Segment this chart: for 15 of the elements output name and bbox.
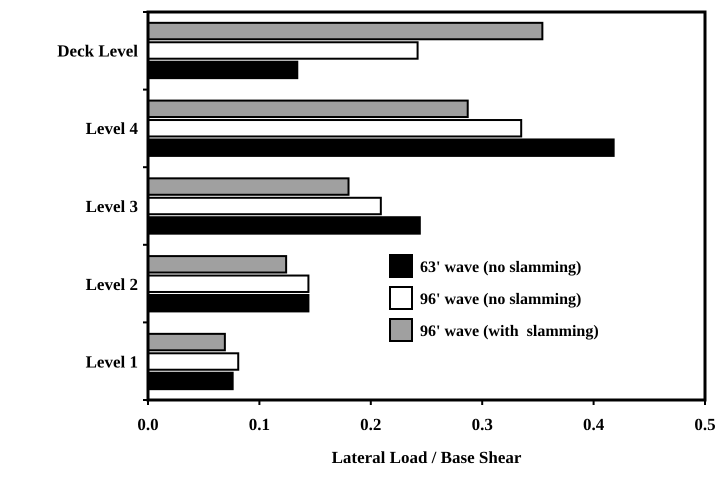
- x-axis-title: Lateral Load / Base Shear: [332, 448, 522, 467]
- x-tick-label: 0.4: [582, 415, 605, 434]
- y-tick-label: Level 3: [86, 197, 138, 216]
- legend-label: 96' wave (no slamming): [420, 291, 582, 308]
- x-tick-label: 0.1: [248, 415, 270, 434]
- x-tick-label: 0.2: [360, 415, 382, 434]
- y-tick-label: Level 1: [86, 352, 138, 372]
- legend-label: 63' wave (no slamming): [420, 259, 582, 276]
- x-tick-label: 0.0: [137, 415, 159, 434]
- y-tick-label: Level 4: [86, 119, 138, 138]
- legend-label: 96' wave (with slamming): [420, 323, 599, 340]
- x-tick-label: 0.3: [472, 415, 493, 434]
- x-tick-label: 0.5: [694, 415, 716, 434]
- y-tick-label: Deck Level: [57, 41, 138, 60]
- y-tick-label: Level 2: [86, 274, 138, 294]
